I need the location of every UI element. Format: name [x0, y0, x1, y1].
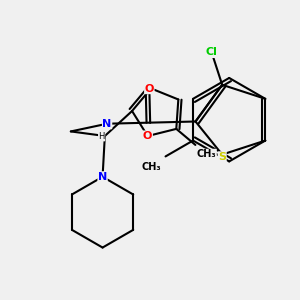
- Text: N: N: [103, 119, 112, 129]
- Text: S: S: [218, 152, 226, 162]
- Text: CH₃: CH₃: [197, 149, 216, 159]
- Text: N: N: [98, 172, 107, 182]
- Text: O: O: [143, 131, 152, 141]
- Text: CH₃: CH₃: [142, 162, 162, 172]
- Text: H: H: [98, 132, 105, 141]
- Text: Cl: Cl: [206, 47, 218, 57]
- Text: O: O: [145, 84, 154, 94]
